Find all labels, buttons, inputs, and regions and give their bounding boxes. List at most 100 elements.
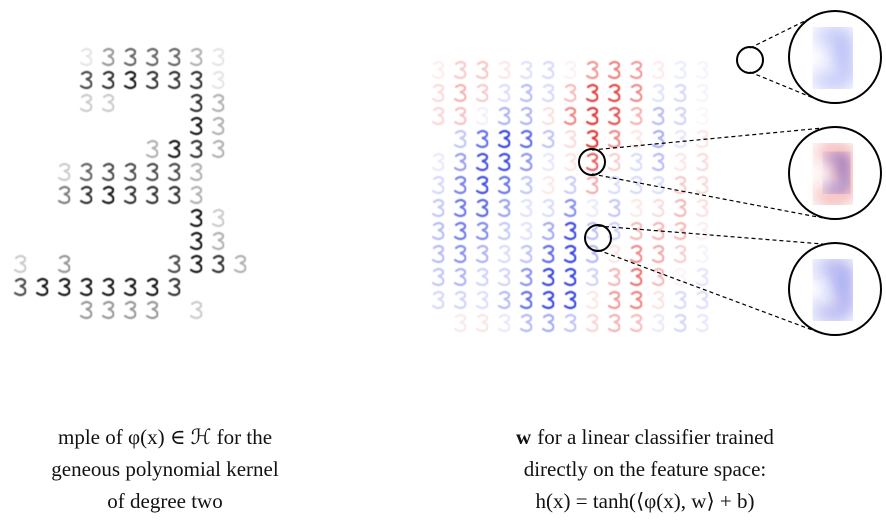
glyph [565, 223, 575, 239]
glyph [543, 154, 553, 170]
glyph [191, 49, 201, 65]
glyph [675, 154, 685, 170]
glyph [587, 154, 597, 170]
glyph [653, 108, 663, 124]
glyph [81, 279, 91, 295]
glyph [609, 200, 619, 216]
glyph [455, 131, 465, 147]
glyph [587, 108, 597, 124]
glyph [15, 256, 25, 272]
glyph [631, 292, 641, 308]
glyph [521, 131, 531, 147]
glyph [565, 177, 575, 193]
glyph [521, 269, 531, 285]
glyph [565, 315, 575, 331]
glyph [455, 200, 465, 216]
glyph [631, 223, 641, 239]
glyph [433, 177, 443, 193]
glyph [147, 302, 157, 318]
glyph [499, 154, 509, 170]
glyph [631, 246, 641, 262]
glyph [455, 315, 465, 331]
glyph [433, 246, 443, 262]
glyph [15, 279, 25, 295]
glyph [697, 200, 707, 216]
glyph [477, 108, 487, 124]
glyph [191, 210, 201, 226]
glyph [499, 315, 509, 331]
glyph [675, 223, 685, 239]
caption-line: directly on the feature space: [435, 453, 855, 485]
glyph [169, 279, 179, 295]
glyph [477, 62, 487, 78]
glyph [653, 292, 663, 308]
glyph [521, 85, 531, 101]
glyph [191, 187, 201, 203]
glyph [147, 187, 157, 203]
caption-line: geneous polynomial kernel [0, 453, 375, 485]
caption-line: wfor a linear classifier trained [435, 421, 855, 453]
glyph [213, 95, 223, 111]
zoom-circle [737, 47, 763, 73]
glyph [543, 200, 553, 216]
glyph [191, 72, 201, 88]
glyph [675, 315, 685, 331]
feature-grid [15, 49, 245, 318]
glyph [81, 49, 91, 65]
caption-line: of degree two [0, 485, 375, 517]
glyph [499, 292, 509, 308]
glyph [609, 246, 619, 262]
glyph [565, 108, 575, 124]
glyph [455, 177, 465, 193]
caption-line: mple of φ(x) ∈ ℋ for the [0, 421, 375, 453]
glyph [675, 246, 685, 262]
glyph [477, 200, 487, 216]
glyph [477, 269, 487, 285]
glyph [191, 302, 201, 318]
glyph [543, 108, 553, 124]
glyph [191, 141, 201, 157]
glyph [81, 302, 91, 318]
glyph [455, 62, 465, 78]
glyph [587, 269, 597, 285]
glyph [587, 85, 597, 101]
glyph [521, 62, 531, 78]
glyph [697, 315, 707, 331]
glyph [653, 154, 663, 170]
glyph [631, 177, 641, 193]
glyph [631, 154, 641, 170]
glyph [697, 269, 707, 285]
glyph [565, 85, 575, 101]
glyph [675, 85, 685, 101]
glyph [587, 246, 597, 262]
glyph [103, 164, 113, 180]
caption-line: h(x) = tanh(⟨φ(x), w⟩ + b) [435, 485, 855, 517]
glyph [477, 223, 487, 239]
glyph [147, 49, 157, 65]
glyph [169, 164, 179, 180]
glyph [609, 154, 619, 170]
glyph [103, 95, 113, 111]
glyph [125, 164, 135, 180]
glyph [433, 62, 443, 78]
glyph [103, 279, 113, 295]
glyph [455, 154, 465, 170]
glyph [213, 118, 223, 134]
glyph [191, 118, 201, 134]
glyph [433, 269, 443, 285]
glyph [653, 315, 663, 331]
glyph [697, 62, 707, 78]
glyph [565, 131, 575, 147]
glyph [125, 279, 135, 295]
glyph [455, 223, 465, 239]
glyph [499, 246, 509, 262]
glyph [587, 200, 597, 216]
zoom-line [592, 128, 823, 150]
glyph [499, 62, 509, 78]
glyph [477, 131, 487, 147]
glyph [169, 49, 179, 65]
glyph [213, 141, 223, 157]
glyph [631, 62, 641, 78]
glyph [609, 108, 619, 124]
